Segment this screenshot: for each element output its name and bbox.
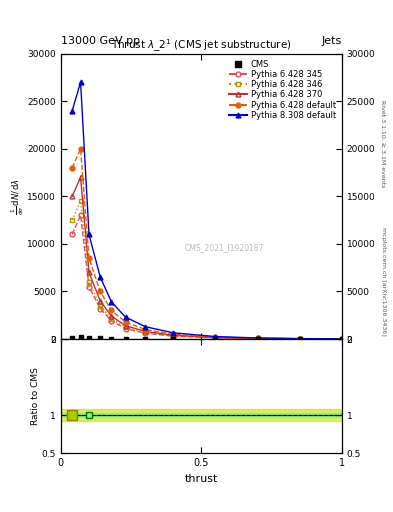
Bar — [61, 413, 342, 417]
Text: CMS_2021_I1920187: CMS_2021_I1920187 — [184, 243, 264, 252]
Legend: CMS, Pythia 6.428 345, Pythia 6.428 346, Pythia 6.428 370, Pythia 6.428 default,: CMS, Pythia 6.428 345, Pythia 6.428 346,… — [228, 58, 338, 121]
Text: Rivet 3.1.10, ≥ 3.1M events: Rivet 3.1.10, ≥ 3.1M events — [381, 100, 386, 187]
Y-axis label: $\frac{1}{\mathrm{d}\sigma}\,\mathrm{d}N /\,\mathrm{d}\lambda$: $\frac{1}{\mathrm{d}\sigma}\,\mathrm{d}N… — [9, 178, 26, 215]
Text: Jets: Jets — [321, 36, 342, 46]
Bar — [61, 409, 342, 421]
X-axis label: thrust: thrust — [185, 474, 218, 483]
Text: mcplots.cern.ch [arXiv:1306.3436]: mcplots.cern.ch [arXiv:1306.3436] — [381, 227, 386, 336]
Title: Thrust $\lambda\_2^1$ (CMS jet substructure): Thrust $\lambda\_2^1$ (CMS jet substruct… — [111, 37, 292, 54]
Text: 13000 GeV pp: 13000 GeV pp — [61, 36, 140, 46]
Y-axis label: Ratio to CMS: Ratio to CMS — [31, 367, 40, 425]
